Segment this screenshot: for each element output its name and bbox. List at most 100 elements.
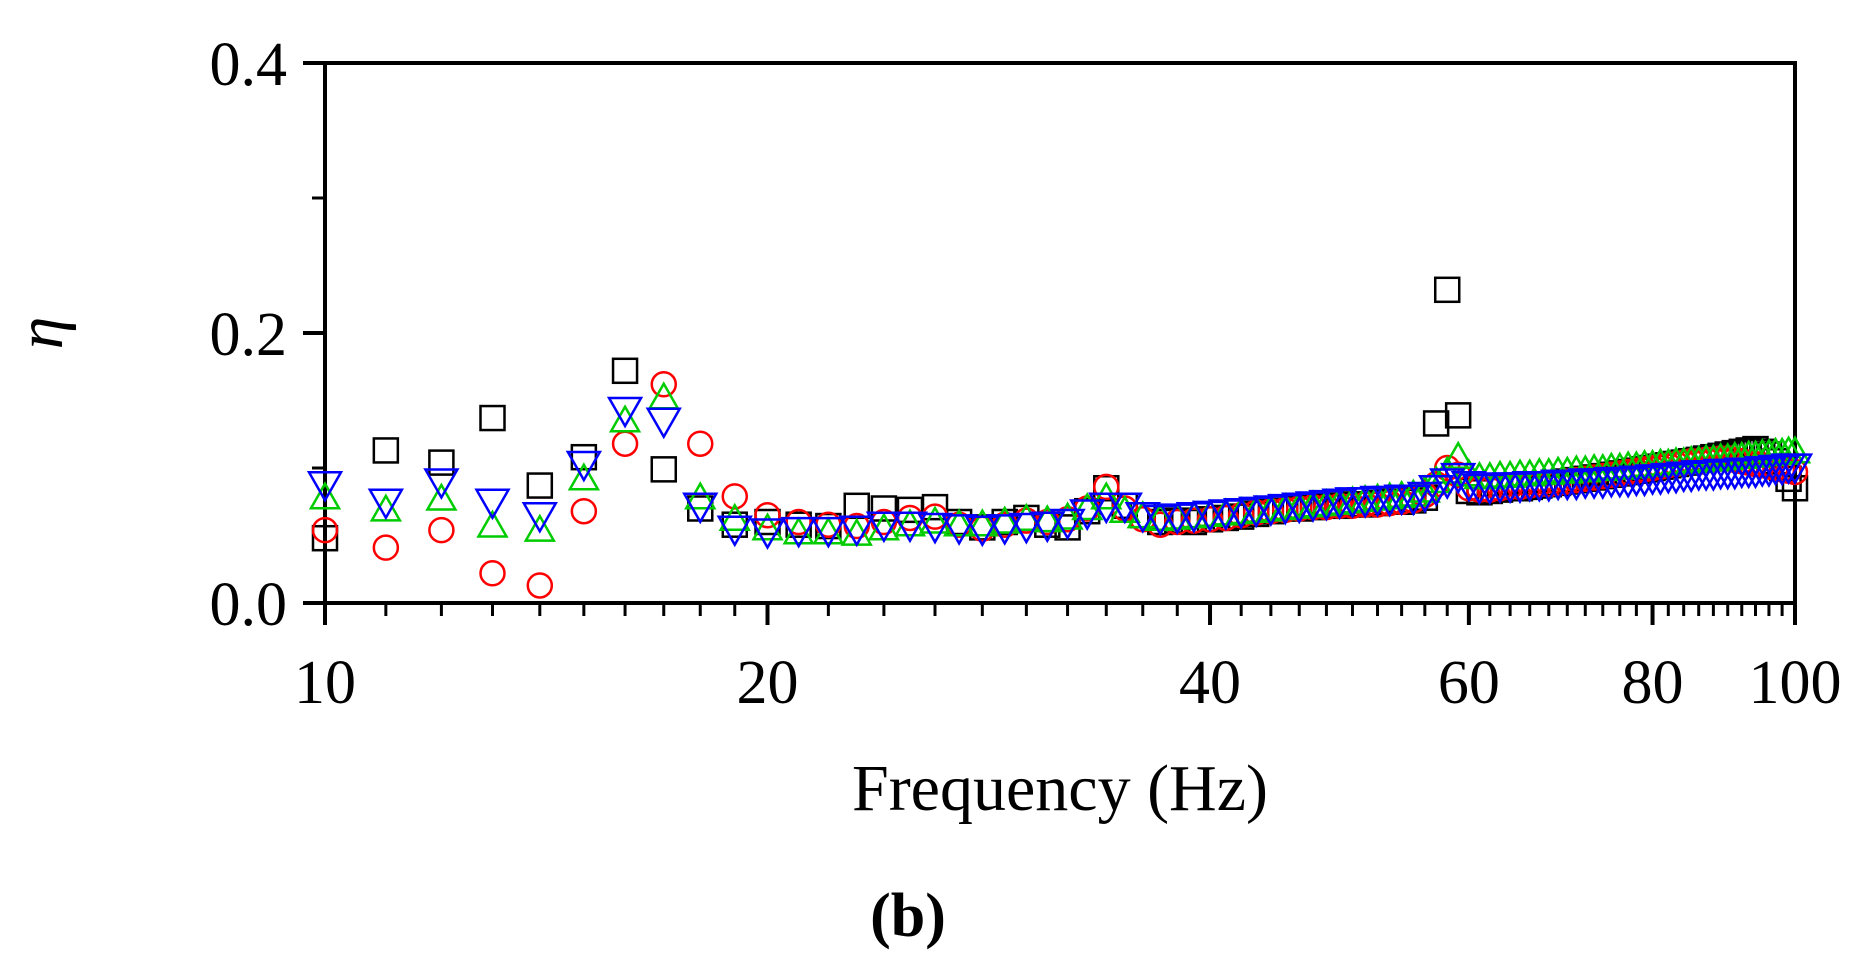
series-4-point [891, 511, 929, 544]
series-4-point [810, 516, 847, 549]
series-4-point [565, 450, 603, 483]
y-axis-title: η [4, 317, 77, 350]
series-3-point [684, 481, 717, 510]
series-1-point [428, 449, 455, 476]
series-4-point [1069, 499, 1106, 532]
x-tick-label: 40 [1179, 649, 1241, 717]
series-3-point [369, 493, 403, 522]
series-3-point [942, 508, 976, 537]
series-4-point [606, 396, 644, 429]
series-4-point [1008, 512, 1045, 545]
series-2-point [611, 430, 639, 457]
series-2-point [570, 497, 598, 525]
series-2-point [785, 508, 812, 536]
series-1-point [1433, 276, 1461, 304]
panel-label: (b) [870, 882, 946, 950]
series-4-point [474, 488, 511, 521]
series-2-point [650, 371, 678, 398]
series-4-point [1750, 456, 1788, 488]
series-3-point [308, 481, 342, 510]
series-1-point [372, 437, 400, 464]
series-1-point [1422, 410, 1450, 437]
series-3-point [1310, 487, 1343, 517]
series-4-point [1584, 468, 1621, 501]
data-markers [306, 276, 1814, 599]
series-4-point [1371, 485, 1408, 518]
series-3-point [1373, 481, 1406, 510]
series-4-point [645, 407, 682, 440]
series-4-point [367, 488, 405, 521]
x-tick-label: 80 [1622, 649, 1684, 717]
series-2-point [721, 483, 749, 510]
series-4-point [716, 515, 753, 548]
y-tick-label: 0.0 [210, 571, 288, 639]
x-axis-title: Frequency (Hz) [852, 752, 1268, 825]
series-3-point [966, 508, 999, 537]
series-4-point [780, 516, 817, 549]
series-4-point [1471, 473, 1508, 506]
series-4-point [1294, 491, 1332, 523]
series-1-point [479, 404, 506, 432]
series-1-point [870, 495, 898, 522]
series-3-point [1361, 482, 1394, 511]
series-4-point [916, 512, 954, 545]
series-3-point [523, 513, 556, 542]
series-3-point [608, 404, 642, 433]
x-tick-label: 60 [1438, 649, 1500, 717]
series-4-point [306, 470, 344, 503]
series-4-point [1088, 492, 1125, 525]
series-4-point [1321, 488, 1358, 521]
x-tick-label: 20 [737, 649, 799, 717]
series-3-point [1336, 485, 1369, 514]
series-4-point [521, 502, 558, 534]
series-1-point [921, 493, 949, 521]
series-4-point [838, 515, 875, 548]
series-4-point [1530, 470, 1567, 503]
y-tick-label: 0.4 [210, 31, 288, 99]
series-2-point [311, 516, 339, 544]
series-4-point [964, 515, 1001, 548]
series-4-point [1308, 489, 1345, 522]
series-4-point [1049, 508, 1086, 541]
axis-ticks [303, 61, 1797, 625]
series-4-point [1776, 453, 1814, 486]
series-4-point [1558, 469, 1595, 502]
series-2-point [526, 572, 554, 599]
series-2-point [372, 534, 400, 561]
series-4-point [986, 514, 1023, 546]
tick-labels: 10 20 40 60 80 100 0.0 0.2 0.4 [210, 31, 1842, 717]
series-4-point [423, 468, 460, 501]
series-4-point [1429, 468, 1466, 501]
series-1-point [611, 357, 639, 385]
series-2-point [1093, 473, 1120, 501]
series-4-point [1737, 457, 1774, 490]
series-3-point [812, 516, 845, 545]
series-3-point [1441, 440, 1475, 469]
series-1-point [650, 456, 678, 483]
x-tick-label: 100 [1749, 649, 1842, 717]
series-3-point [476, 509, 509, 538]
series-3-point [1385, 479, 1418, 509]
series-3-point [918, 505, 952, 534]
series-2-point [687, 430, 714, 457]
series-1-point [754, 508, 781, 536]
series-4-point [1142, 504, 1179, 537]
series-2-point [428, 516, 455, 544]
series-3-point [1090, 481, 1123, 510]
series-4-point [1450, 470, 1488, 503]
series-3-point [567, 462, 601, 491]
series-1-point [311, 524, 339, 552]
x-tick-label: 10 [294, 649, 356, 717]
series-4-point [865, 511, 903, 544]
series-3-point [782, 516, 815, 545]
series-1-point [1781, 475, 1809, 502]
series-4-point [1346, 487, 1384, 519]
series-4-point [1106, 492, 1143, 525]
series-3-point [1408, 474, 1441, 503]
series-4-point [1763, 454, 1801, 487]
series-4-point [1395, 484, 1432, 517]
series-4-point [682, 492, 719, 525]
series-3-point [1323, 486, 1356, 515]
series-4-point [940, 514, 978, 546]
series-4 [306, 396, 1814, 550]
